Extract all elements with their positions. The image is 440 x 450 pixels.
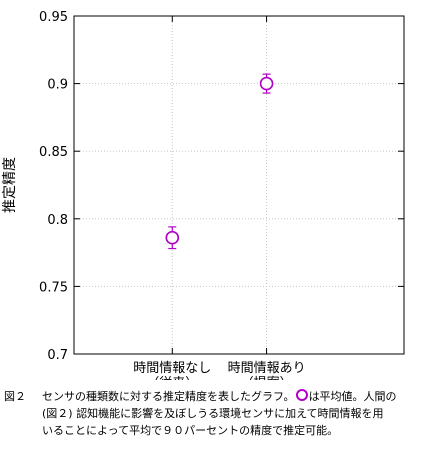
chart: 0.7 0.75 0.8 0.85 0.9 0.95 時間情報なし（従来） 時間情報あり（提… xyxy=(2,10,405,380)
y-tick-label: 0.75 xyxy=(39,280,68,295)
caption-text-3: いることによって平均で９０パーセントの精度で推定可能。 xyxy=(42,424,339,437)
caption-text-2: (図２) 認知機能に影響を及ぼしうる環境センサに加えて時間情報を用 xyxy=(42,407,384,420)
figure-caption: 図２ センサの種類数に対する推定精度を表したグラフ。 は平均値。人間の (図２) 認… xyxy=(4,388,436,439)
mean-point xyxy=(165,230,180,245)
y-tick-label: 0.9 xyxy=(47,78,68,93)
data-points xyxy=(165,73,274,250)
y-axis-ticks: 0.7 0.75 0.8 0.85 0.9 0.95 xyxy=(39,10,404,363)
y-tick-label: 0.8 xyxy=(47,213,68,228)
caption-text-1: センサの種類数に対する推定精度を表したグラフ。 xyxy=(42,390,295,403)
mean-marker-icon xyxy=(295,389,308,401)
mean-point xyxy=(259,76,274,91)
plot-frame xyxy=(73,15,405,355)
x-category-label: 時間情報あり（提案） xyxy=(228,361,306,380)
x-category-label: 時間情報なし（従来） xyxy=(133,361,211,380)
caption-text-1b: は平均値。人間の xyxy=(308,390,397,403)
y-tick-label: 0.85 xyxy=(39,145,68,160)
figure-number: 図２ xyxy=(4,390,26,403)
y-axis-label: 推定精度 xyxy=(2,157,18,213)
grid xyxy=(74,16,404,354)
y-tick-label: 0.7 xyxy=(47,348,68,363)
x-axis-categories: 時間情報なし（従来） 時間情報あり（提案） xyxy=(133,16,306,380)
y-tick-label: 0.95 xyxy=(39,10,68,25)
